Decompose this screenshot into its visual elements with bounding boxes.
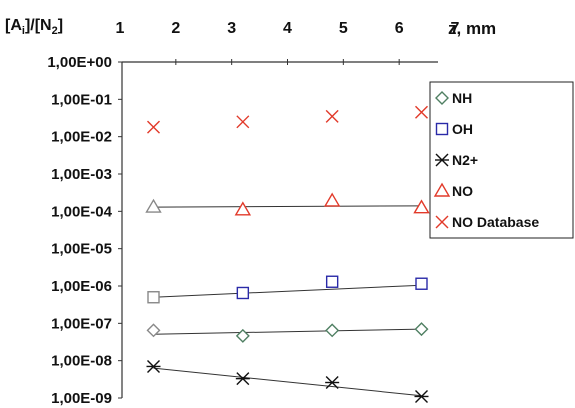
y-tick-label: 1,00E-04 <box>51 203 113 220</box>
data-point-n2- <box>325 376 340 390</box>
marker-shape <box>435 91 449 105</box>
trendlines <box>153 205 422 397</box>
marker-shape <box>146 323 161 338</box>
x-tick-label: 5 <box>339 20 348 37</box>
data-point-no <box>323 192 341 207</box>
trend-line-n2- <box>153 367 422 397</box>
legend-marker-n2- <box>435 153 449 167</box>
legend-marker-oh <box>435 122 449 136</box>
trend-line-oh <box>153 284 422 298</box>
y-tick-label: 1,00E+00 <box>47 54 112 71</box>
y-tick-label: 1,00E-06 <box>51 278 112 295</box>
axes: 1 2 3 4 5 6 7 1,00E+00 1,00E-01 1,00E-02 1,00E-03 1… <box>47 20 459 407</box>
marker-stroke <box>325 109 339 123</box>
legend-marker-no <box>433 182 451 197</box>
data-points <box>145 105 430 403</box>
legend-marker-nh <box>435 91 449 105</box>
data-point-nh <box>414 322 429 337</box>
data-point-no <box>145 198 162 213</box>
data-point-no <box>413 199 430 214</box>
legend-label-n2-: N2+ <box>452 152 478 168</box>
x-axis-label: z, mm <box>448 19 496 38</box>
y-tick-label: 1,00E-03 <box>51 166 112 183</box>
data-point-oh <box>236 286 250 300</box>
data-point-n2- <box>235 372 250 386</box>
x-tick-label: 2 <box>171 20 180 37</box>
data-point-nh <box>325 323 340 338</box>
y-axis-label: [Ai]/[N2] <box>5 17 63 37</box>
data-point-n2- <box>414 389 429 403</box>
y-tick-label: 1,00E-09 <box>51 390 112 407</box>
legend-box <box>429 81 574 239</box>
data-point-oh <box>415 277 428 290</box>
x-tick-label: 3 <box>227 20 236 37</box>
data-point-no <box>234 201 252 216</box>
legend: NH OH N2+ NO NO Database <box>429 81 574 239</box>
marker-shape <box>235 328 250 343</box>
marker-shape <box>323 192 341 207</box>
trend-line-no <box>153 205 422 208</box>
data-point-nh <box>146 323 161 338</box>
data-point-no-database <box>415 105 428 119</box>
data-point-no-database <box>236 115 250 129</box>
y-tick-label: 1,00E-02 <box>51 129 112 146</box>
marker-shape <box>435 122 449 136</box>
marker-stroke <box>147 120 160 134</box>
marker-stroke <box>435 215 449 229</box>
y-tick-label: 1,00E-05 <box>51 241 112 258</box>
marker-shape <box>234 201 252 216</box>
data-point-nh <box>235 328 250 343</box>
y-tick-label: 1,00E-08 <box>51 353 112 370</box>
legend-label-no-database: NO Database <box>452 214 539 230</box>
legend-marker-no-database <box>435 215 449 229</box>
marker-shape <box>415 277 428 290</box>
marker-shape <box>325 275 339 288</box>
marker-shape <box>414 322 429 337</box>
x-tick-label: 1 <box>116 20 125 37</box>
data-point-oh <box>147 291 160 304</box>
x-tick-label: 4 <box>283 20 292 37</box>
data-point-no-database <box>325 109 339 123</box>
marker-stroke <box>236 115 250 129</box>
marker-shape <box>147 291 160 304</box>
trend-line-nh <box>153 328 422 335</box>
marker-stroke <box>415 105 428 119</box>
y-tick-label: 1,00E-01 <box>51 91 112 108</box>
x-tick-label: 6 <box>395 20 404 37</box>
marker-shape <box>236 286 250 300</box>
data-point-n2- <box>146 359 161 373</box>
x-tick-label: 7 <box>451 20 460 37</box>
legend-label-oh: OH <box>452 121 473 137</box>
marker-shape <box>325 323 340 338</box>
marker-shape <box>145 198 162 213</box>
legend-label-no: NO <box>452 183 473 199</box>
data-point-oh <box>325 275 339 288</box>
legend-label-nh: NH <box>452 90 472 106</box>
data-point-no-database <box>147 120 160 134</box>
y-tick-label: 1,00E-07 <box>51 315 112 332</box>
marker-shape <box>413 199 430 214</box>
marker-shape <box>433 182 451 197</box>
